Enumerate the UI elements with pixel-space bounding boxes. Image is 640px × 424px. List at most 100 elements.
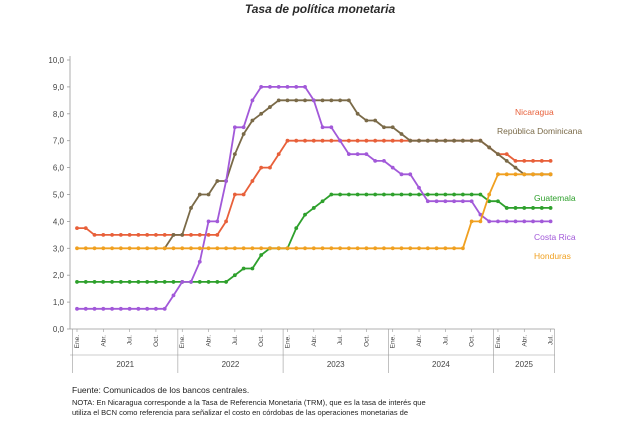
data-point-costa-rica [268, 85, 272, 89]
data-point-guatemala [408, 192, 413, 197]
year-label: 2024 [432, 360, 450, 369]
data-point-costa-rica [338, 138, 342, 143]
data-point-nicaragua [154, 232, 158, 237]
data-point-costa-rica [83, 306, 88, 311]
data-point-honduras [452, 246, 457, 251]
x-tick-label: Jul. [548, 335, 555, 345]
data-point-costa-rica [355, 152, 360, 157]
data-point-costa-rica [539, 219, 544, 224]
data-point-republica-dominicana [399, 132, 404, 136]
data-point-guatemala [162, 280, 167, 284]
methodology-note: NOTA: En Nicaragua corresponde a la Tasa… [72, 398, 426, 417]
data-point-nicaragua [232, 192, 237, 197]
data-point-costa-rica [232, 125, 237, 130]
data-point-costa-rica [390, 165, 395, 170]
data-point-republica-dominicana [346, 98, 351, 103]
data-point-costa-rica [460, 199, 465, 204]
data-point-guatemala [373, 192, 378, 197]
data-point-nicaragua [206, 232, 211, 237]
data-point-nicaragua [504, 152, 509, 157]
x-tick-label: Oct. [258, 335, 265, 347]
data-point-republica-dominicana [382, 125, 386, 130]
data-point-republica-dominicana [338, 98, 342, 103]
data-point-honduras [329, 246, 334, 251]
data-point-costa-rica [329, 125, 334, 130]
data-point-costa-rica [75, 306, 79, 311]
data-point-guatemala [154, 280, 158, 284]
data-point-honduras [338, 246, 342, 251]
data-point-costa-rica [215, 219, 220, 224]
data-point-guatemala [145, 280, 150, 284]
data-point-honduras [504, 172, 509, 177]
y-tick-label: 5,0 [53, 191, 65, 200]
data-point-guatemala [136, 280, 141, 284]
data-point-nicaragua [320, 138, 325, 143]
data-point-guatemala [443, 192, 448, 197]
data-point-nicaragua [83, 226, 88, 231]
data-point-republica-dominicana [241, 132, 246, 136]
data-point-costa-rica [197, 259, 202, 264]
data-point-honduras [522, 172, 527, 177]
data-point-honduras [303, 246, 307, 251]
data-point-republica-dominicana [425, 138, 430, 143]
data-point-honduras [110, 246, 114, 251]
data-point-republica-dominicana [417, 138, 421, 143]
data-point-honduras [425, 246, 430, 251]
series-label-nicaragua: Nicaragua [515, 107, 554, 117]
data-point-costa-rica [250, 98, 255, 103]
data-point-honduras [232, 246, 237, 251]
data-point-honduras [390, 246, 395, 251]
data-point-honduras [539, 172, 544, 177]
data-point-nicaragua [75, 226, 79, 231]
data-point-costa-rica [531, 219, 535, 224]
data-point-costa-rica [92, 306, 97, 311]
data-point-honduras [434, 246, 439, 251]
data-point-guatemala [522, 206, 527, 210]
data-point-nicaragua [355, 138, 360, 143]
data-point-honduras [118, 246, 123, 251]
data-point-costa-rica [276, 85, 281, 89]
data-point-honduras [496, 172, 500, 177]
data-point-republica-dominicana [276, 98, 281, 103]
data-point-costa-rica [364, 152, 369, 157]
data-point-nicaragua [303, 138, 307, 143]
chart-title: Tasa de política monetaria [244, 2, 396, 16]
data-point-honduras [241, 246, 246, 251]
x-tick-label: Oct. [363, 335, 370, 347]
data-point-costa-rica [487, 219, 492, 224]
data-point-honduras [250, 246, 255, 251]
x-tick-label: Ene. [390, 335, 397, 349]
y-tick-label: 8,0 [53, 110, 65, 119]
data-point-costa-rica [259, 85, 264, 89]
data-point-guatemala [101, 280, 106, 284]
data-point-nicaragua [285, 138, 290, 143]
data-point-nicaragua [373, 138, 378, 143]
data-point-honduras [92, 246, 97, 251]
data-point-republica-dominicana [320, 98, 325, 103]
data-point-guatemala [399, 192, 404, 197]
data-point-nicaragua [382, 138, 386, 143]
data-point-guatemala [250, 266, 255, 271]
data-point-republica-dominicana [390, 125, 395, 130]
data-point-guatemala [548, 206, 553, 210]
data-point-nicaragua [241, 192, 246, 197]
data-point-republica-dominicana [171, 232, 176, 237]
data-point-guatemala [425, 192, 430, 197]
data-point-republica-dominicana [250, 118, 255, 123]
data-point-honduras [162, 246, 167, 251]
data-point-costa-rica [206, 219, 211, 224]
data-point-honduras [460, 246, 465, 251]
data-point-honduras [180, 246, 185, 251]
data-point-honduras [171, 246, 176, 251]
data-point-costa-rica [110, 306, 114, 311]
data-point-republica-dominicana [408, 138, 413, 143]
y-tick-label: 7,0 [53, 137, 65, 146]
data-point-guatemala [224, 280, 228, 284]
data-point-costa-rica [154, 306, 158, 311]
data-point-honduras [294, 246, 299, 251]
series-republica-dominicana [162, 98, 553, 251]
data-point-nicaragua [189, 232, 193, 237]
data-point-guatemala [83, 280, 88, 284]
data-point-honduras [268, 246, 272, 251]
data-point-costa-rica [434, 199, 439, 204]
